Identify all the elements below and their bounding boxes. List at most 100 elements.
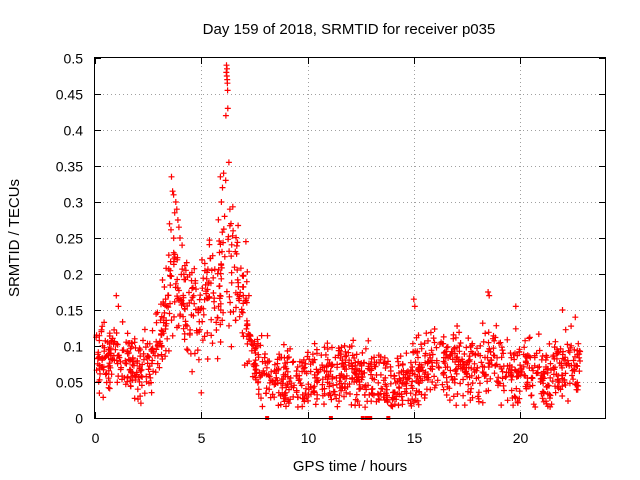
data-point xyxy=(353,351,360,358)
y-tick-label: 0.2 xyxy=(64,267,84,283)
y-tick-label: 0.4 xyxy=(64,123,84,139)
data-point xyxy=(167,282,174,289)
data-point xyxy=(179,242,186,249)
data-point xyxy=(412,359,419,366)
data-point xyxy=(221,253,228,260)
data-point xyxy=(132,377,139,383)
data-point xyxy=(544,403,551,410)
data-point xyxy=(232,248,239,255)
data-point xyxy=(449,348,456,355)
data-point xyxy=(517,371,524,378)
data-point xyxy=(240,273,247,280)
data-point xyxy=(455,363,462,370)
data-point xyxy=(576,368,583,375)
data-point xyxy=(500,350,507,357)
data-point xyxy=(395,358,402,365)
data-point xyxy=(564,341,571,348)
data-point xyxy=(114,379,121,386)
x-tick-label: 15 xyxy=(407,430,423,446)
data-point xyxy=(442,354,449,361)
data-point xyxy=(371,376,378,383)
data-point xyxy=(456,343,463,350)
data-point xyxy=(181,330,188,337)
y-tick-label: 0.45 xyxy=(56,87,83,103)
data-point xyxy=(522,359,529,366)
data-point xyxy=(368,361,375,368)
data-point xyxy=(115,352,122,359)
x-axis-title: GPS time / hours xyxy=(293,458,407,475)
data-point xyxy=(311,388,318,394)
data-point xyxy=(387,368,394,374)
data-point xyxy=(524,375,531,381)
data-point xyxy=(105,375,112,382)
data-point xyxy=(322,351,329,358)
data-point xyxy=(224,87,231,94)
data-point xyxy=(425,376,431,383)
data-point xyxy=(577,358,583,364)
data-point xyxy=(334,403,341,410)
data-point xyxy=(559,307,566,313)
x-tick-label: 20 xyxy=(513,430,529,446)
data-point xyxy=(412,391,419,398)
data-point xyxy=(474,345,480,352)
data-point xyxy=(149,327,156,334)
data-point xyxy=(169,188,176,195)
data-point xyxy=(400,367,407,374)
data-point xyxy=(131,335,138,342)
data-point xyxy=(319,364,326,371)
data-point xyxy=(430,335,437,342)
data-point xyxy=(306,356,313,363)
data-point xyxy=(328,361,335,368)
data-point xyxy=(389,394,396,401)
data-point xyxy=(147,374,154,381)
data-point xyxy=(333,381,340,388)
data-point xyxy=(244,321,251,327)
x-tick-label: 0 xyxy=(92,430,100,446)
data-point xyxy=(368,390,375,397)
data-point xyxy=(374,390,381,397)
data-point xyxy=(268,368,275,375)
data-point xyxy=(228,253,235,260)
data-point xyxy=(436,364,443,371)
data-point xyxy=(162,347,169,354)
data-point xyxy=(571,346,578,353)
data-point xyxy=(383,361,390,368)
data-point xyxy=(171,251,178,258)
data-point xyxy=(471,360,478,367)
y-tick-label: 0.1 xyxy=(64,339,84,355)
data-point xyxy=(495,374,502,381)
y-tick-label: 0.3 xyxy=(64,195,84,211)
data-point xyxy=(192,306,199,313)
data-point xyxy=(368,367,375,374)
data-point xyxy=(225,233,232,240)
data-point xyxy=(299,403,306,410)
data-point xyxy=(210,290,217,296)
data-point xyxy=(222,177,229,184)
data-point xyxy=(361,359,368,366)
data-point xyxy=(498,354,505,361)
data-point xyxy=(234,267,241,273)
data-point xyxy=(349,352,356,359)
data-point xyxy=(515,368,522,375)
data-point xyxy=(418,341,424,348)
data-point xyxy=(422,369,429,376)
data-point xyxy=(211,298,217,305)
data-point xyxy=(167,258,174,265)
data-point xyxy=(100,394,107,401)
data-point xyxy=(478,359,485,366)
data-point xyxy=(338,387,345,394)
data-point xyxy=(443,344,450,351)
data-point xyxy=(404,376,411,383)
data-point xyxy=(214,355,221,362)
data-point xyxy=(265,372,272,379)
data-point xyxy=(409,340,416,347)
data-point xyxy=(392,379,399,386)
data-point xyxy=(264,332,271,339)
data-point xyxy=(172,280,179,287)
data-point xyxy=(482,372,489,379)
data-point xyxy=(446,397,453,404)
data-point xyxy=(381,354,388,361)
data-point xyxy=(572,314,579,321)
data-point xyxy=(274,377,281,384)
data-point xyxy=(182,267,189,274)
